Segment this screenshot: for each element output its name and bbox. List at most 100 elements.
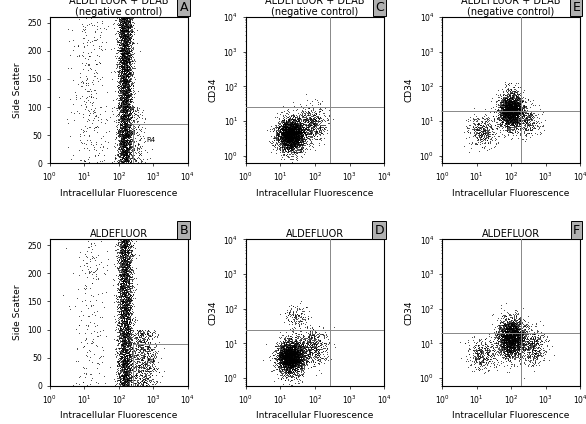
- Point: [295, 338, 304, 345]
- Point: [122, 51, 132, 58]
- Point: [297, 132, 306, 139]
- Point: [287, 145, 296, 151]
- Point: [492, 124, 502, 131]
- Point: [286, 131, 295, 137]
- Point: [534, 125, 543, 132]
- Point: [290, 354, 299, 360]
- Point: [500, 101, 509, 108]
- Point: [299, 315, 308, 322]
- Point: [128, 286, 137, 293]
- Point: [121, 340, 130, 347]
- Point: [121, 259, 131, 265]
- Point: [321, 341, 331, 348]
- Point: [122, 159, 131, 166]
- Point: [120, 314, 129, 321]
- Point: [81, 352, 91, 359]
- Point: [299, 352, 308, 359]
- Point: [511, 79, 520, 86]
- Point: [121, 27, 131, 34]
- Point: [502, 322, 512, 329]
- Point: [124, 127, 134, 134]
- Point: [289, 141, 298, 148]
- Point: [292, 340, 301, 347]
- Point: [117, 101, 126, 108]
- Point: [293, 133, 302, 139]
- Point: [121, 78, 131, 85]
- Point: [510, 113, 520, 120]
- Point: [285, 351, 295, 358]
- Point: [310, 122, 319, 129]
- Point: [511, 343, 520, 350]
- Point: [307, 355, 316, 362]
- Point: [499, 337, 509, 343]
- Point: [121, 57, 131, 64]
- Point: [125, 357, 134, 364]
- Point: [131, 254, 141, 261]
- Point: [117, 283, 126, 290]
- Point: [513, 341, 522, 348]
- Point: [285, 132, 294, 139]
- Point: [113, 361, 122, 368]
- Point: [130, 317, 139, 324]
- Point: [291, 346, 300, 353]
- Point: [288, 129, 298, 136]
- Point: [526, 345, 536, 351]
- Point: [117, 153, 127, 160]
- Point: [308, 329, 317, 335]
- Point: [117, 46, 126, 53]
- Point: [504, 114, 513, 121]
- Point: [277, 358, 286, 365]
- Point: [508, 333, 517, 340]
- Point: [286, 136, 295, 143]
- Point: [286, 352, 295, 359]
- Point: [517, 348, 527, 354]
- Point: [117, 126, 126, 133]
- Point: [138, 346, 148, 353]
- Point: [129, 137, 138, 144]
- Point: [126, 310, 135, 317]
- Point: [289, 361, 299, 368]
- Point: [297, 315, 306, 321]
- Point: [293, 153, 302, 159]
- Point: [296, 356, 305, 363]
- Point: [516, 334, 525, 340]
- Point: [285, 363, 294, 370]
- Point: [510, 112, 520, 118]
- Point: [114, 156, 124, 163]
- Point: [119, 143, 128, 150]
- Point: [121, 340, 130, 346]
- Point: [522, 123, 532, 129]
- Point: [123, 51, 132, 58]
- Point: [287, 344, 296, 351]
- Point: [121, 25, 131, 32]
- Point: [314, 349, 323, 356]
- Point: [307, 98, 316, 105]
- Point: [83, 117, 92, 124]
- Point: [124, 238, 133, 245]
- Point: [121, 66, 130, 73]
- Point: [522, 115, 532, 122]
- Point: [278, 351, 287, 358]
- Point: [118, 135, 127, 142]
- Point: [139, 352, 148, 359]
- Point: [120, 245, 129, 252]
- Point: [122, 21, 132, 28]
- Point: [507, 108, 517, 115]
- Point: [153, 359, 162, 366]
- Point: [513, 92, 522, 99]
- Point: [120, 139, 129, 146]
- Point: [121, 347, 130, 354]
- Point: [496, 344, 506, 351]
- Point: [120, 123, 130, 130]
- Point: [121, 338, 130, 344]
- Point: [319, 127, 328, 134]
- Point: [122, 103, 132, 109]
- Point: [526, 111, 536, 117]
- Point: [505, 79, 514, 86]
- Point: [122, 382, 131, 388]
- Point: [497, 331, 506, 338]
- Point: [123, 246, 132, 253]
- Point: [495, 336, 505, 343]
- Point: [120, 243, 129, 250]
- Point: [514, 96, 523, 103]
